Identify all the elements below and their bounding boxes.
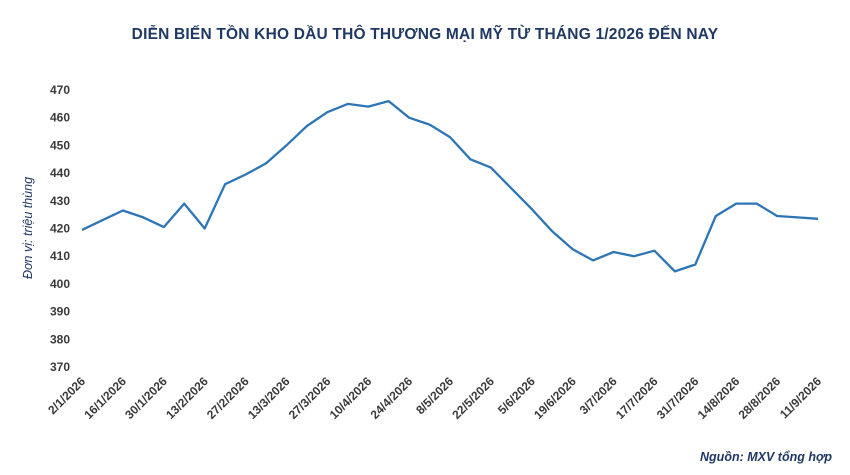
y-axis-ticks: 370 380 390 400 410 420 430 440 450 460 470 — [50, 83, 70, 374]
chart-title: DIỄN BIẾN TỒN KHO DẦU THÔ THƯƠNG MẠI MỸ … — [131, 26, 719, 43]
x-tick-label: 31/7/2026 — [654, 374, 702, 422]
y-tick-label: 460 — [50, 111, 70, 125]
x-tick-label: 27/3/2026 — [286, 374, 334, 422]
x-tick-label: 13/2/2026 — [163, 374, 211, 422]
y-tick-label: 430 — [50, 194, 70, 208]
x-tick-label: 10/4/2026 — [327, 374, 375, 422]
series-line — [81, 99, 819, 273]
x-tick-label: 27/2/2026 — [204, 374, 252, 422]
x-tick-label: 30/1/2026 — [122, 374, 170, 422]
y-tick-label: 470 — [50, 83, 70, 97]
y-tick-label: 380 — [50, 332, 70, 346]
y-tick-label: 390 — [50, 305, 70, 319]
x-tick-label: 13/3/2026 — [245, 374, 293, 422]
x-tick-label: 28/8/2026 — [736, 374, 784, 422]
x-axis-ticks: 2/1/202616/1/202630/1/202613/2/202627/2/… — [45, 374, 824, 422]
y-tick-label: 400 — [50, 277, 70, 291]
x-tick-label: 24/4/2026 — [368, 374, 416, 422]
x-tick-label: 16/1/2026 — [81, 374, 129, 422]
x-tick-label: 11/9/2026 — [777, 374, 824, 421]
y-tick-label: 410 — [50, 249, 70, 263]
source-note: Nguồn: MXV tổng hợp — [700, 450, 832, 464]
x-tick-label: 22/5/2026 — [449, 374, 497, 422]
y-tick-label: 440 — [50, 166, 70, 180]
y-tick-label: 420 — [50, 222, 70, 236]
x-tick-label: 19/6/2026 — [531, 374, 579, 422]
y-tick-label: 370 — [50, 360, 70, 374]
x-tick-label: 14/8/2026 — [695, 374, 743, 422]
x-tick-label: 17/7/2026 — [613, 374, 661, 422]
y-axis-label: Đơn vị: triệu thùng — [21, 177, 35, 279]
y-tick-label: 450 — [50, 138, 70, 152]
